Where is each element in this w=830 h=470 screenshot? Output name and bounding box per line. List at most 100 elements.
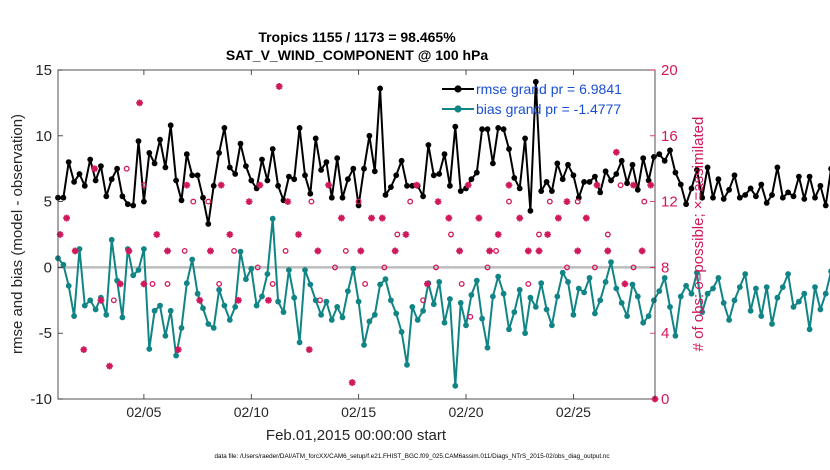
x-tick-label-0: 02/05: [126, 404, 161, 420]
assimilated-obs-marker-20: [245, 198, 253, 205]
series-0-point-29: [210, 182, 217, 189]
series-0-point-9: [103, 193, 110, 200]
assimilated-obs-marker-31: [357, 247, 365, 255]
possible-obs-marker-27: [484, 264, 491, 271]
series-1-point-82: [495, 273, 502, 280]
series-1-point-137: [790, 304, 797, 310]
possible-obs-marker-38: [630, 264, 637, 271]
possible-obs-marker-21: [407, 198, 414, 205]
obs-markers-layer: [56, 83, 659, 403]
legend-label-rmse: rmse grand pr = 6.9841: [476, 81, 622, 97]
series-0-point-47: [307, 190, 314, 197]
series-0-point-34: [237, 140, 244, 147]
series-1-point-66: [409, 304, 416, 310]
possible-obs-marker-10: [254, 264, 261, 271]
series-0-point-116: [677, 181, 684, 188]
series-0-point-2: [65, 159, 72, 166]
series-1-point-61: [382, 276, 389, 283]
series-1-point-41: [275, 298, 281, 305]
series-0-point-52: [334, 155, 341, 162]
assimilated-obs-marker-17: [217, 181, 225, 189]
series-0-point-15: [135, 138, 142, 145]
series-0-point-139: [801, 196, 808, 202]
assimilated-obs-marker-4: [91, 165, 98, 173]
series-1-point-17: [146, 346, 153, 352]
series-1-point-106: [624, 313, 630, 319]
series-0-point-31: [221, 125, 228, 131]
possible-obs-marker-20: [394, 231, 401, 238]
series-1-point-29: [210, 325, 217, 331]
assimilated-obs-marker-50: [554, 214, 562, 222]
assimilated-obs-marker-13: [174, 346, 182, 354]
series-0-point-80: [484, 126, 491, 133]
series-1-point-72: [441, 319, 448, 326]
series-0-point-26: [194, 172, 201, 179]
series-0-point-57: [361, 165, 367, 172]
series-1-point-89: [532, 304, 539, 310]
series-1-point-140: [806, 326, 813, 333]
assimilated-obs-marker-60: [647, 181, 655, 189]
series-1-point-107: [629, 281, 636, 288]
assimilated-obs-marker-23: [275, 83, 283, 90]
assimilated-obs-marker-3: [80, 346, 88, 354]
assimilated-obs-marker-14: [183, 181, 191, 189]
series-0-point-82: [495, 125, 502, 131]
series-1-point-138: [796, 298, 802, 305]
series-1-point-46: [302, 267, 308, 273]
possible-obs-marker-5: [181, 247, 188, 254]
assimilated-obs-marker-48: [535, 247, 543, 255]
series-1-point-54: [345, 288, 351, 294]
chart-subtitle: SAT_V_WIND_COMPONENT @ 100 hPa: [226, 47, 489, 63]
series-1-point-44: [291, 294, 298, 301]
series-1-point-6: [87, 297, 94, 304]
series-0-point-133: [769, 192, 775, 198]
x-tick-label-4: 02/25: [556, 404, 591, 420]
y-right-tick-label-4: 16: [661, 128, 678, 145]
series-0-point-119: [694, 167, 700, 173]
series-1-point-23: [178, 325, 185, 331]
series-0-point-20: [162, 164, 169, 171]
series-1-point-9: [103, 311, 110, 318]
assimilated-obs-marker-34: [391, 247, 399, 255]
chart-title: Tropics 1155 / 1173 = 98.465%: [258, 29, 456, 45]
possible-obs-marker-23: [433, 264, 439, 271]
series-0-point-55: [350, 165, 357, 172]
series-0-point-104: [613, 171, 620, 177]
assimilated-obs-marker-45: [505, 181, 513, 189]
possible-obs-marker-3: [149, 280, 156, 287]
series-1-point-15: [135, 267, 142, 273]
series-1-point-87: [522, 330, 528, 337]
series-1-point-70: [430, 301, 437, 308]
possible-obs-marker-19: [381, 264, 388, 271]
series-1-point-20: [162, 332, 169, 339]
series-1-point-65: [404, 361, 410, 368]
possible-obs-marker-15: [332, 264, 338, 271]
possible-obs-marker-7: [205, 198, 212, 205]
series-1-point-7: [92, 306, 99, 313]
series-1-point-78: [473, 277, 480, 284]
assimilated-obs-marker-9: [136, 99, 144, 107]
series-0-point-96: [570, 172, 577, 179]
series-0-point-84: [506, 146, 512, 152]
possible-obs-marker-4: [164, 280, 171, 287]
series-0-point-38: [259, 156, 265, 163]
possible-obs-marker-28: [493, 247, 500, 254]
series-1-point-123: [715, 275, 722, 281]
legend-label-bias: bias grand pr = -1.4777: [476, 101, 621, 117]
axes-layer: [57, 69, 656, 400]
series-0-point-79: [479, 126, 485, 133]
series-1-point-56: [355, 298, 362, 305]
series-0-point-5: [81, 182, 88, 189]
assimilated-obs-marker-19: [234, 296, 242, 304]
series-0-point-8: [98, 163, 104, 170]
possible-obs-marker-32: [546, 198, 553, 205]
assimilated-obs-marker-6: [106, 362, 113, 370]
series-0-point-17: [146, 150, 153, 156]
series-0-point-120: [699, 194, 706, 201]
series-1-point-99: [586, 275, 593, 281]
y-axis-label: rmse and bias (model - observation): [9, 114, 26, 354]
assimilated-obs-marker-16: [207, 247, 214, 255]
series-0-point-103: [608, 177, 614, 184]
assimilated-obs-marker-24: [284, 198, 292, 205]
y-tick-label-1: -5: [39, 325, 52, 342]
